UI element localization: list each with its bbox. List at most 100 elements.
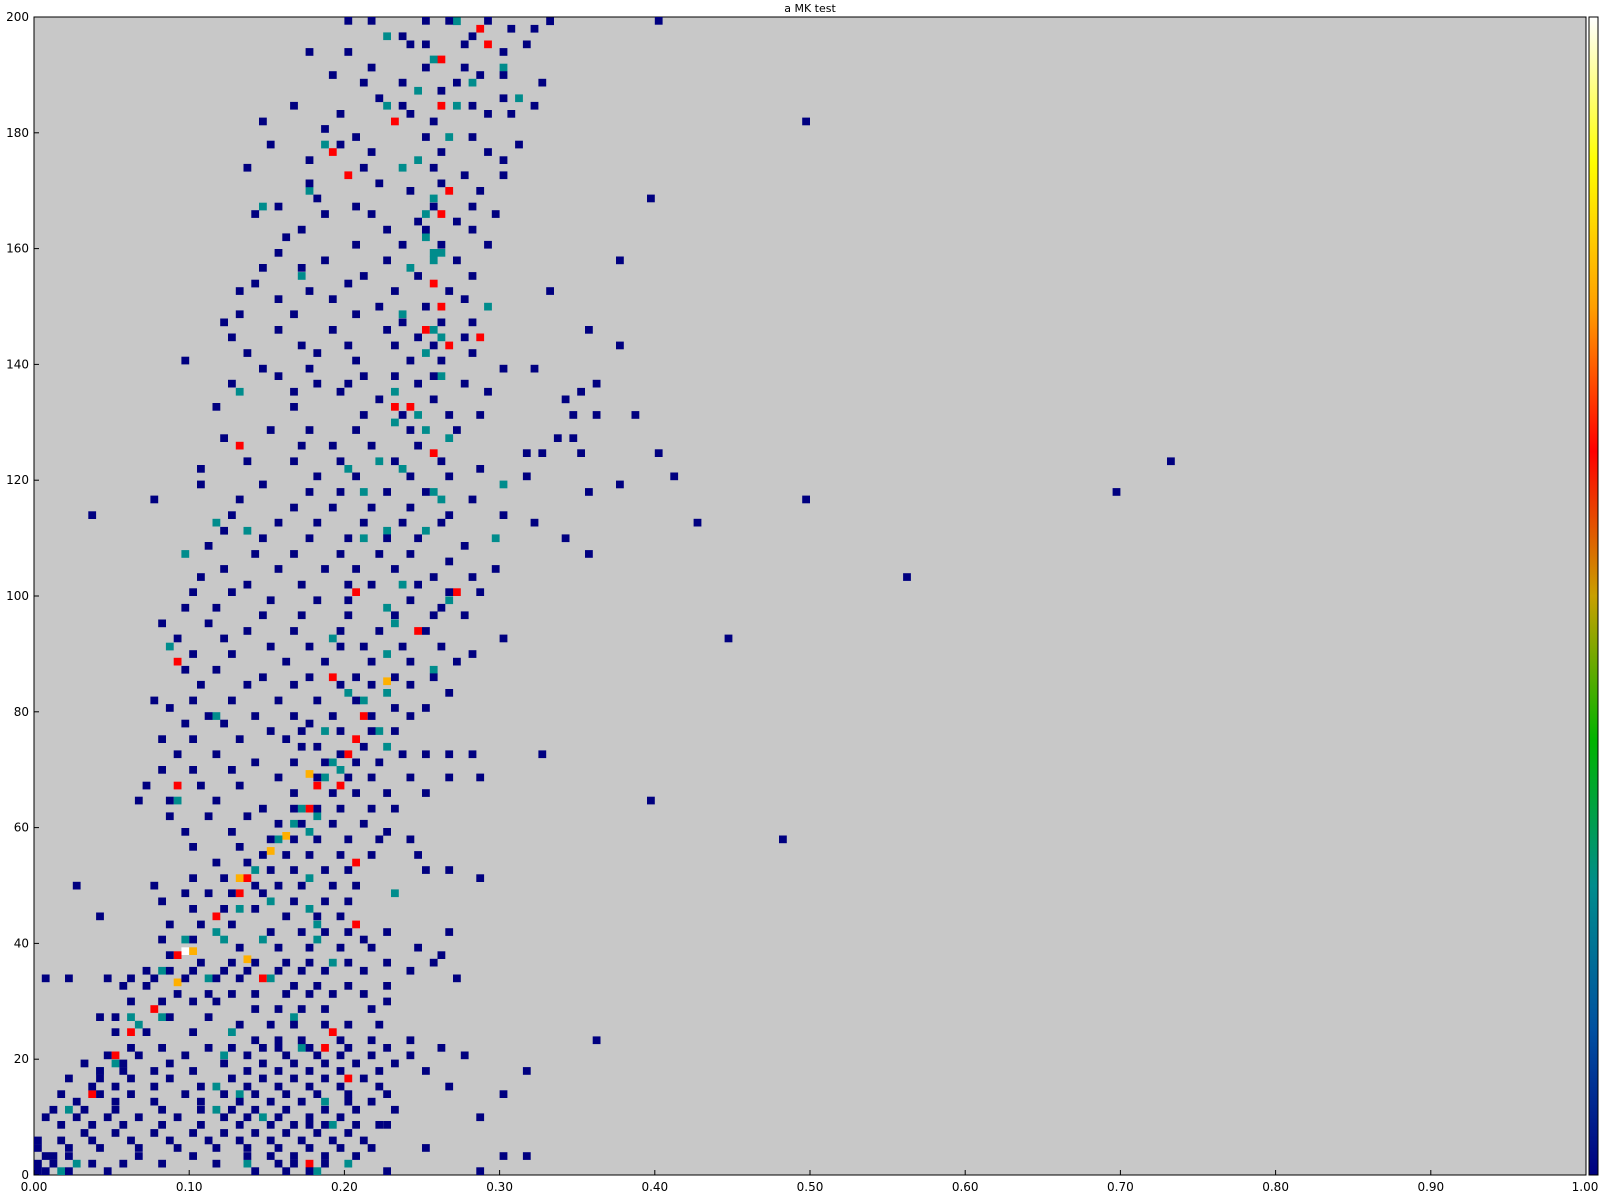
heatmap-cell (220, 565, 228, 573)
heatmap-cell (328, 1121, 337, 1129)
heatmap-cell (274, 835, 283, 844)
heatmap-cell (422, 627, 430, 635)
heatmap-cell (476, 874, 485, 882)
heatmap-cell (383, 982, 391, 990)
heatmap-cell (251, 866, 260, 874)
heatmap-cell (305, 874, 314, 882)
heatmap-cell (585, 550, 593, 558)
heatmap-cell (507, 24, 516, 33)
heatmap-cell (220, 935, 228, 944)
heatmap-cell (274, 1159, 283, 1168)
heatmap-cell (336, 387, 345, 396)
heatmap-cell (344, 982, 353, 990)
heatmap-cell (344, 750, 353, 759)
heatmap-cell (305, 642, 314, 651)
heatmap-cell (445, 434, 454, 442)
heatmap-cell (290, 897, 298, 906)
heatmap-cell (484, 302, 492, 311)
heatmap-cell (406, 966, 415, 975)
heatmap-cell (328, 634, 337, 643)
heatmap-cell (631, 411, 640, 419)
heatmap-cell (391, 341, 399, 350)
heatmap-cell (266, 1136, 275, 1145)
heatmap-cell (344, 580, 353, 589)
heatmap-cell (313, 804, 322, 813)
heatmap-cell (460, 40, 469, 49)
heatmap-cell (305, 828, 314, 836)
heatmap-cell (484, 17, 492, 25)
heatmap-cell (313, 912, 322, 921)
heatmap-cell (344, 1044, 353, 1052)
heatmap-cell (383, 928, 391, 936)
heatmap-cell (204, 1136, 213, 1145)
heatmap-cell (903, 573, 911, 581)
heatmap-cell (352, 758, 360, 767)
heatmap-cell (577, 387, 585, 396)
heatmap-cell (429, 449, 438, 457)
heatmap-cell (375, 550, 384, 558)
heatmap-cell (445, 17, 454, 25)
heatmap-cell (375, 1067, 384, 1075)
heatmap-cell (453, 217, 461, 226)
heatmap-cell (235, 1121, 244, 1129)
heatmap-cell (150, 1082, 159, 1091)
heatmap-cell (352, 240, 360, 249)
heatmap-cell (321, 928, 329, 936)
heatmap-cell (321, 897, 329, 906)
heatmap-cell (142, 1028, 151, 1036)
heatmap-cell (266, 140, 275, 149)
heatmap-cell (445, 341, 454, 350)
heatmap-cell (204, 542, 213, 550)
heatmap-cell (344, 928, 353, 936)
heatmap-cell (406, 503, 415, 512)
heatmap-cell (220, 318, 228, 327)
heatmap-cell (235, 905, 244, 913)
y-tick-label: 140 (6, 357, 29, 371)
heatmap-cell (189, 1067, 197, 1075)
heatmap-cell (235, 1020, 244, 1029)
heatmap-cell (422, 750, 430, 759)
heatmap-cell (282, 1129, 291, 1137)
heatmap-cell (111, 1028, 120, 1036)
heatmap-cell (460, 63, 469, 72)
heatmap-cell (297, 928, 306, 936)
heatmap-cell (158, 897, 166, 906)
heatmap-cell (259, 611, 267, 620)
heatmap-cell (453, 17, 461, 26)
heatmap-cell (328, 503, 337, 512)
heatmap-cell (305, 673, 314, 682)
heatmap-cell (228, 1044, 236, 1052)
heatmap-cell (251, 881, 260, 890)
heatmap-cell (243, 1113, 252, 1122)
heatmap-cell (212, 928, 221, 936)
heatmap-cell (235, 781, 244, 790)
heatmap-cell (321, 210, 329, 218)
heatmap-cell (243, 812, 252, 821)
heatmap-cell (336, 140, 345, 149)
heatmap-cell (375, 1121, 384, 1129)
heatmap-cell (460, 542, 469, 550)
heatmap-cell (313, 696, 322, 705)
heatmap-cell (251, 1105, 260, 1114)
heatmap-cell (57, 1121, 66, 1129)
heatmap-cell (398, 642, 407, 651)
heatmap-cell (344, 835, 353, 844)
heatmap-cell (445, 287, 454, 295)
heatmap-cell (313, 518, 322, 527)
heatmap-cell (468, 349, 477, 357)
heatmap-cell (251, 1167, 260, 1175)
heatmap-cell (111, 1059, 120, 1068)
heatmap-cell (181, 935, 190, 944)
heatmap-cell (530, 101, 539, 110)
heatmap-cell (212, 997, 221, 1006)
heatmap-cell (197, 958, 205, 967)
heatmap-cell (243, 955, 252, 964)
heatmap-cell (282, 233, 291, 242)
heatmap-cell (297, 264, 306, 272)
heatmap-cell (321, 1020, 329, 1029)
heatmap-cell (484, 387, 492, 396)
heatmap-cell (359, 518, 368, 527)
heatmap-cell (158, 1159, 166, 1168)
heatmap-cell (437, 318, 446, 327)
heatmap-cell (266, 1020, 275, 1029)
